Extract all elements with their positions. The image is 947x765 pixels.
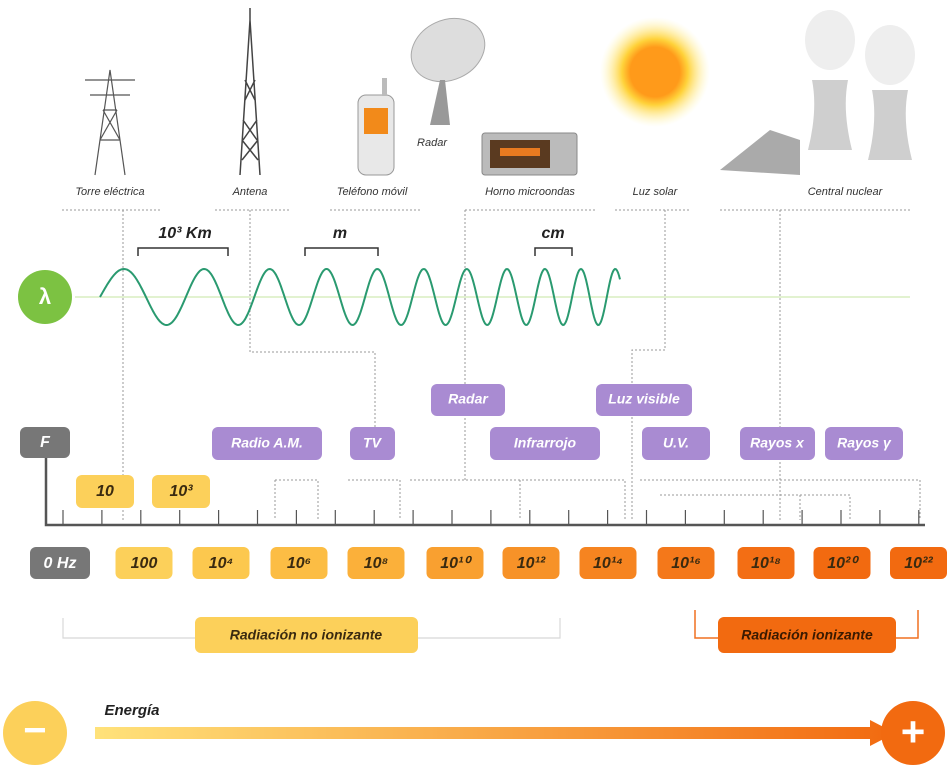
frequency-label: 10⁸: [364, 555, 388, 572]
frequency-label: 100: [131, 555, 158, 572]
frequency-label: 0 Hz: [44, 555, 77, 572]
plus-sign: +: [901, 708, 926, 755]
frequency-label: 10¹⁶: [671, 555, 701, 572]
band-label: Radio A.M.: [231, 435, 303, 451]
lambda-symbol: λ: [39, 284, 51, 309]
icon-antenna: [240, 8, 260, 175]
band-label: Luz visible: [608, 391, 680, 407]
icon-nuclear-plant: [720, 10, 915, 175]
band-label: TV: [363, 435, 383, 451]
frequency-label: 10¹⁴: [593, 555, 623, 572]
device-label: Antena: [232, 186, 268, 198]
radiation-label: Radiación ionizante: [741, 627, 873, 643]
wavelength-label: 10³ Km: [158, 225, 211, 242]
spectrum-diagram: Torre eléctrica Antena Teléfono móvil Ra…: [0, 0, 947, 765]
band-label: Radar: [448, 391, 489, 407]
frequency-label: 10²⁰: [827, 555, 859, 572]
wavelength-label: m: [333, 225, 347, 242]
icon-microwave: [482, 133, 577, 175]
icon-tower: [85, 70, 135, 175]
energy-label: Energía: [104, 702, 159, 719]
band-label: U.V.: [663, 435, 689, 451]
connectors: [62, 210, 920, 520]
frequency-label: 10: [96, 483, 114, 500]
frequency-label: 10¹²: [517, 555, 546, 572]
energy-arrow: [95, 720, 895, 746]
frequency-label: 10⁶: [287, 555, 311, 572]
device-label: Central nuclear: [808, 186, 884, 198]
device-label: Luz solar: [633, 186, 679, 198]
wavelength-label: cm: [541, 225, 564, 242]
device-label: Horno microondas: [485, 186, 575, 198]
device-label: Torre eléctrica: [75, 186, 144, 198]
band-label: Rayos x: [750, 435, 805, 451]
icon-phone: [358, 78, 394, 175]
device-label: Teléfono móvil: [337, 186, 408, 198]
radiation-label: Radiación no ionizante: [230, 627, 383, 643]
frequency-symbol: F: [40, 434, 51, 451]
icon-dish: [401, 7, 495, 125]
axis-ticks: [63, 510, 919, 525]
wavelength-brackets: [138, 248, 572, 256]
band-label: Rayos γ: [837, 435, 892, 451]
minus-sign: −: [23, 709, 46, 753]
frequency-label: 10²²: [904, 555, 933, 572]
frequency-label: 10³: [169, 483, 193, 500]
frequency-label: 10¹⁸: [751, 555, 781, 572]
band-label: Infrarrojo: [514, 435, 577, 451]
frequency-label: 10¹⁰: [440, 555, 472, 572]
frequency-labels: 10 10³ 0 Hz 100 10⁴ 10⁶ 10⁸ 10¹⁰ 10¹² 10¹⁴ 10¹⁶ 10¹…: [30, 475, 947, 579]
icon-sun: [600, 17, 710, 127]
device-label: Radar: [417, 137, 448, 149]
frequency-label: 10⁴: [209, 555, 234, 572]
